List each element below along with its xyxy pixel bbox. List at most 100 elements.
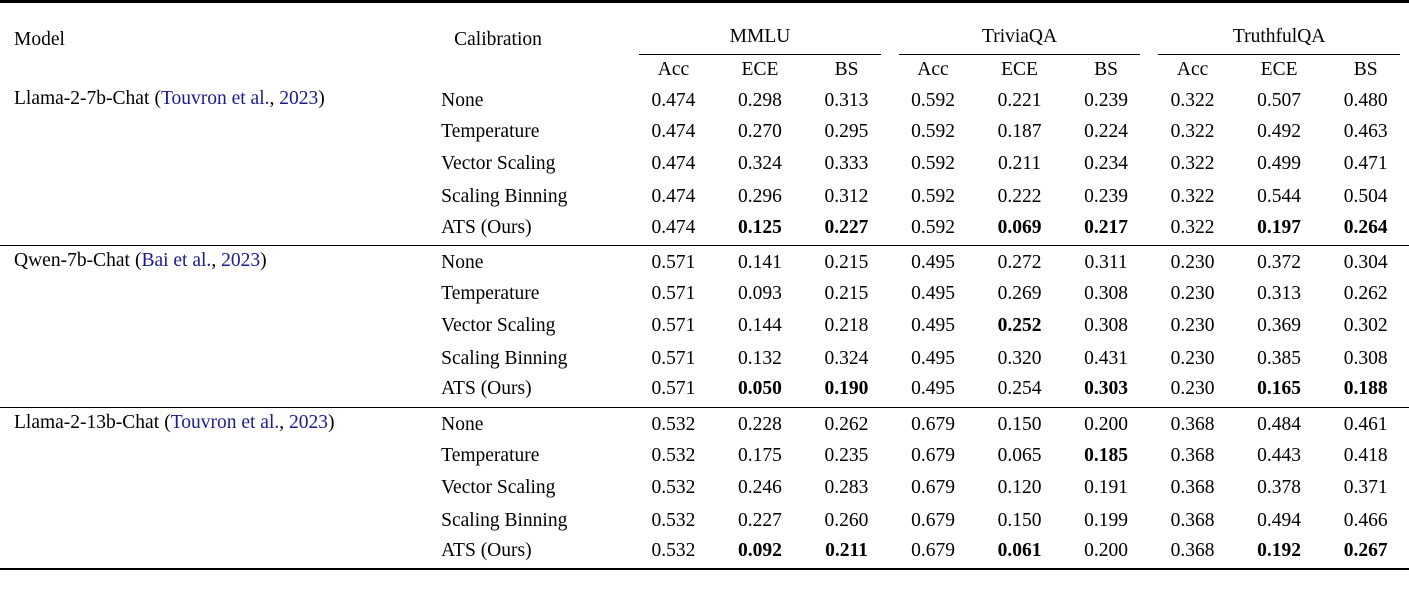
table-row: ATS (Ours) 0.532 0.092 0.211 0.679 0.061 0.200… — [0, 537, 1409, 569]
metric-value-cell: 0.474 — [651, 216, 696, 238]
metric-value-cell: 0.141 — [738, 251, 782, 273]
metric-value-cell: 0.132 — [738, 347, 782, 369]
metric-value-cell: 0.308 — [1084, 283, 1128, 305]
metric-value-cell: 0.532 — [651, 540, 696, 562]
calibration-method-cell: ATS (Ours) — [441, 378, 532, 400]
citation-open-paren: ( — [154, 87, 161, 109]
benchmark-header-row: Model Calibration MMLU TriviaQA Truthful… — [0, 2, 1409, 55]
metric-value-cell: 0.324 — [824, 347, 869, 369]
citation-year-link[interactable]: 2023 — [279, 87, 319, 109]
metric-value-cell: 0.165 — [1257, 378, 1302, 400]
calibration-method-cell: Vector Scaling — [441, 315, 556, 337]
column-header-model: Model — [14, 29, 65, 51]
metric-value-cell: 0.369 — [1257, 315, 1302, 337]
metric-value-cell: 0.532 — [651, 413, 696, 435]
metric-value-cell: 0.368 — [1170, 413, 1215, 435]
table-row: Llama-2-7b-Chat (Touvron et al., 2023) Non… — [0, 84, 1409, 116]
citation: (Bai et al., 2023) — [135, 250, 267, 271]
model-group: Qwen-7b-Chat (Bai et al., 2023) None 0.571 0… — [0, 245, 1409, 407]
metric-value-cell: 0.264 — [1343, 216, 1388, 238]
metric-value-cell: 0.175 — [738, 444, 782, 466]
benchmark-header-triviaqa: TriviaQA — [890, 2, 1150, 55]
metric-value-cell: 0.368 — [1170, 444, 1215, 466]
citation-separator: , — [279, 411, 290, 433]
model-name-cell: Llama-2-7b-Chat (Touvron et al., 2023) — [0, 84, 440, 246]
metric-value-cell: 0.480 — [1343, 89, 1388, 111]
metric-value-cell: 0.679 — [911, 509, 955, 531]
metric-value-cell: 0.368 — [1170, 509, 1215, 531]
metric-value-cell: 0.571 — [651, 251, 696, 273]
metric-value-cell: 0.474 — [651, 153, 696, 175]
metric-value-cell: 0.239 — [1084, 185, 1128, 207]
metric-value-cell: 0.571 — [651, 347, 696, 369]
metric-value-cell: 0.215 — [824, 251, 869, 273]
benchmark-label: TruthfulQA — [1232, 25, 1326, 47]
citation-author-link[interactable]: Bai et al. — [141, 249, 212, 271]
metric-header-acc: Acc — [917, 58, 949, 80]
citation: (Touvron et al., 2023) — [164, 412, 334, 433]
metric-value-cell: 0.495 — [911, 378, 955, 400]
citation-close-paren: ) — [260, 249, 267, 271]
metric-value-cell: 0.322 — [1170, 121, 1215, 143]
table-row: Temperature 0.532 0.175 0.235 0.679 0.065 0.18… — [0, 440, 1409, 472]
metric-value-cell: 0.227 — [738, 509, 782, 531]
metric-value-cell: 0.093 — [738, 283, 782, 305]
metric-value-cell: 0.262 — [824, 413, 869, 435]
metric-value-cell: 0.371 — [1343, 477, 1388, 499]
table-row: ATS (Ours) 0.474 0.125 0.227 0.592 0.069 0.217… — [0, 213, 1409, 245]
metric-value-cell: 0.234 — [1084, 153, 1128, 175]
metric-value-cell: 0.254 — [997, 378, 1042, 400]
calibration-method-cell: Scaling Binning — [441, 509, 568, 531]
table-row: Llama-2-13b-Chat (Touvron et al., 2023) No… — [0, 407, 1409, 439]
metric-header-bs: BS — [834, 58, 859, 80]
metric-value-cell: 0.372 — [1257, 251, 1302, 273]
metric-value-cell: 0.324 — [738, 153, 782, 175]
metric-value-cell: 0.224 — [1084, 121, 1128, 143]
metric-value-cell: 0.215 — [824, 283, 869, 305]
metric-value-cell: 0.304 — [1343, 251, 1388, 273]
model-name-cell: Qwen-7b-Chat (Bai et al., 2023) — [0, 245, 440, 407]
metric-value-cell: 0.532 — [651, 477, 696, 499]
metric-value-cell: 0.471 — [1343, 153, 1388, 175]
column-header-calibration: Calibration — [454, 29, 542, 51]
metric-header-ece: ECE — [1001, 58, 1038, 80]
table-row: Scaling Binning 0.532 0.227 0.260 0.679 0.150… — [0, 505, 1409, 537]
metric-value-cell: 0.211 — [825, 540, 868, 562]
calibration-method-cell: Temperature — [441, 121, 540, 143]
metric-value-cell: 0.050 — [738, 378, 782, 400]
metric-value-cell: 0.150 — [997, 413, 1042, 435]
metric-value-cell: 0.492 — [1257, 121, 1302, 143]
table-header: Model Calibration MMLU TriviaQA Truthful… — [0, 2, 1409, 84]
metric-value-cell: 0.431 — [1084, 347, 1128, 369]
metric-value-cell: 0.235 — [824, 444, 869, 466]
metric-header-ece: ECE — [1260, 58, 1298, 80]
citation-author-link[interactable]: Touvron et al. — [160, 87, 270, 109]
benchmark-label: TriviaQA — [981, 25, 1058, 47]
metric-value-cell: 0.679 — [911, 444, 955, 466]
calibration-method-cell: None — [441, 251, 484, 273]
calibration-method-cell: Scaling Binning — [441, 347, 568, 369]
metric-value-cell: 0.495 — [911, 315, 955, 337]
metric-value-cell: 0.190 — [824, 378, 869, 400]
metric-value-cell: 0.532 — [651, 444, 696, 466]
metric-value-cell: 0.495 — [911, 347, 955, 369]
table-row: Scaling Binning 0.571 0.132 0.324 0.495 0.320… — [0, 343, 1409, 375]
metric-value-cell: 0.322 — [1170, 89, 1215, 111]
citation-year-link[interactable]: 2023 — [221, 249, 261, 271]
metric-value-cell: 0.679 — [911, 477, 955, 499]
metric-value-cell: 0.230 — [1170, 315, 1215, 337]
citation-year-link[interactable]: 2023 — [289, 411, 329, 433]
metric-value-cell: 0.308 — [1084, 315, 1128, 337]
metric-header-bs: BS — [1353, 58, 1378, 80]
model-name-cell: Llama-2-13b-Chat (Touvron et al., 2023) — [0, 407, 440, 569]
metric-value-cell: 0.385 — [1257, 347, 1302, 369]
metric-value-cell: 0.333 — [824, 153, 869, 175]
calibration-method-cell: None — [441, 89, 484, 111]
metric-value-cell: 0.092 — [738, 540, 782, 562]
metric-value-cell: 0.368 — [1170, 540, 1215, 562]
citation-author-link[interactable]: Touvron et al. — [170, 411, 280, 433]
table-row: Temperature 0.571 0.093 0.215 0.495 0.269 0.30… — [0, 278, 1409, 310]
metric-value-cell: 0.272 — [997, 251, 1042, 273]
metric-value-cell: 0.197 — [1257, 216, 1302, 238]
metric-value-cell: 0.313 — [1257, 283, 1302, 305]
